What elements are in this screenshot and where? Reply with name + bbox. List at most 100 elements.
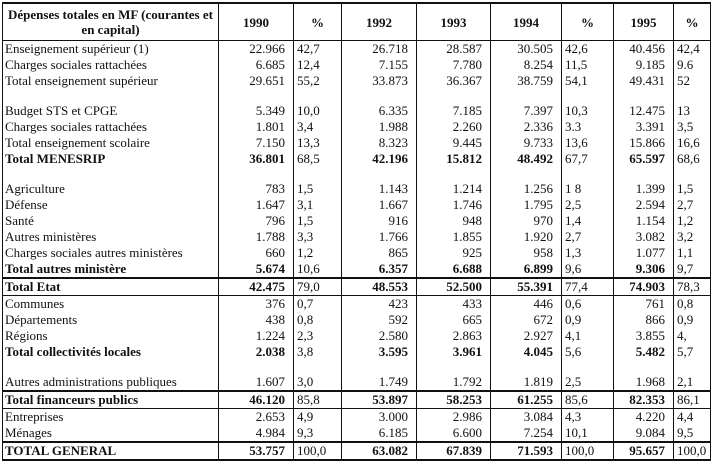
value-cell: 26.718 (341, 40, 417, 57)
value-cell (613, 360, 674, 374)
value-cell: 1.968 (613, 374, 674, 391)
table-row: Entreprises 2.653 4,9 3.000 2.986 3.084 4,3 4.2… (2, 408, 711, 425)
row-label: Charges sociales rattachées (2, 119, 219, 135)
row-label: Départements (2, 312, 219, 328)
percent-cell: 85,6 (561, 390, 614, 409)
value-cell: 74.903 (613, 277, 674, 296)
percent-cell: 0,9 (561, 312, 614, 328)
value-cell: 925 (416, 245, 491, 261)
percent-cell: 2,5 (561, 197, 614, 213)
percent-cell: 9,5 (673, 425, 711, 442)
percent-cell: 0,8 (673, 295, 711, 312)
percent-cell: 13 (673, 103, 711, 119)
percent-cell: 2,5 (561, 374, 614, 391)
percent-cell: 55,2 (293, 73, 342, 89)
percent-cell: 1,2 (293, 245, 342, 261)
percent-cell: 100,0 (673, 441, 711, 461)
header-1994: 1994 (490, 2, 562, 41)
percent-cell: 0,8 (293, 312, 342, 328)
percent-cell: 4,9 (293, 408, 342, 425)
row-label (2, 89, 219, 103)
percent-cell: 11,5 (561, 57, 614, 73)
value-cell: 8.323 (341, 135, 417, 151)
row-label: Ménages (2, 425, 219, 442)
percent-cell: 3,1 (293, 197, 342, 213)
percent-cell: 2,7 (561, 229, 614, 245)
value-cell (490, 89, 562, 103)
value-cell: 3.961 (416, 344, 491, 360)
percent-cell: 3,4 (293, 119, 342, 135)
value-cell: 1.256 (490, 181, 562, 197)
percent-cell: 1,2 (673, 213, 711, 229)
header-label: Dépenses totales en MF (courantes et en … (2, 2, 219, 41)
percent-cell: 12,4 (293, 57, 342, 73)
row-label: Total enseignement scolaire (2, 135, 219, 151)
percent-cell: 42,4 (673, 40, 711, 57)
row-label: Charges sociales rattachées (2, 57, 219, 73)
row-label: Total enseignement supérieur (2, 73, 219, 89)
percent-cell: 3,3 (293, 229, 342, 245)
table-row: Charges sociales autres ministères 660 1,2… (2, 245, 711, 261)
value-cell (490, 360, 562, 374)
value-cell: 1.855 (416, 229, 491, 245)
table-row: Total enseignement supérieur 29.651 55,2 33… (2, 73, 711, 89)
percent-cell: 3,8 (293, 344, 342, 360)
header-pct-1994: % (561, 2, 614, 41)
value-cell: 1.667 (341, 197, 417, 213)
table-row: Santé 796 1,5 916 948 970 1,4 1.154 1,2 (2, 213, 711, 229)
value-cell: 38.759 (490, 73, 562, 89)
table-row: Total financeurs publics 46.120 85,8 53.897… (2, 390, 711, 409)
value-cell: 22.966 (218, 40, 294, 57)
value-cell: 1.795 (490, 197, 562, 213)
value-cell: 8.254 (490, 57, 562, 73)
value-cell: 1.792 (416, 374, 491, 391)
value-cell: 30.505 (490, 40, 562, 57)
row-label: Régions (2, 328, 219, 344)
value-cell: 1.920 (490, 229, 562, 245)
value-cell: 61.255 (490, 390, 562, 409)
percent-cell: 0,9 (673, 312, 711, 328)
table-row: Agriculture 783 1,5 1.143 1.214 1.256 1 8 1.399… (2, 181, 711, 197)
percent-cell: 0,6 (561, 295, 614, 312)
percent-cell: 3,5 (673, 119, 711, 135)
value-cell: 5.674 (218, 261, 294, 278)
percent-cell: 3,0 (293, 374, 342, 391)
value-cell (218, 89, 294, 103)
value-cell: 866 (613, 312, 674, 328)
value-cell: 6.685 (218, 57, 294, 73)
row-label: Charges sociales autres ministères (2, 245, 219, 261)
percent-cell (561, 89, 614, 103)
percent-cell: 5,6 (561, 344, 614, 360)
row-label: Défense (2, 197, 219, 213)
table-row: Autres administrations publiques 1.607 3,0… (2, 374, 711, 391)
value-cell: 446 (490, 295, 562, 312)
value-cell: 40.456 (613, 40, 674, 57)
value-cell (218, 167, 294, 181)
value-cell: 6.600 (416, 425, 491, 442)
value-cell: 5.482 (613, 344, 674, 360)
percent-cell (673, 360, 711, 374)
row-label: Communes (2, 295, 219, 312)
value-cell: 4.220 (613, 408, 674, 425)
table-row: Total enseignement scolaire 7.150 13,3 8.32… (2, 135, 711, 151)
value-cell: 46.120 (218, 390, 294, 409)
value-cell (613, 167, 674, 181)
value-cell: 438 (218, 312, 294, 328)
value-cell: 9.185 (613, 57, 674, 73)
value-cell: 2.927 (490, 328, 562, 344)
value-cell: 1.801 (218, 119, 294, 135)
percent-cell: 42,6 (561, 40, 614, 57)
value-cell: 761 (613, 295, 674, 312)
value-cell: 7.155 (341, 57, 417, 73)
row-label (2, 167, 219, 181)
value-cell: 6.357 (341, 261, 417, 278)
row-label (2, 360, 219, 374)
percent-cell: 86,1 (673, 390, 711, 409)
value-cell: 9.306 (613, 261, 674, 278)
row-label: Autres administrations publiques (2, 374, 219, 391)
percent-cell: 4,4 (673, 408, 711, 425)
value-cell: 1.607 (218, 374, 294, 391)
value-cell (218, 360, 294, 374)
value-cell: 12.475 (613, 103, 674, 119)
value-cell: 53.757 (218, 441, 294, 461)
